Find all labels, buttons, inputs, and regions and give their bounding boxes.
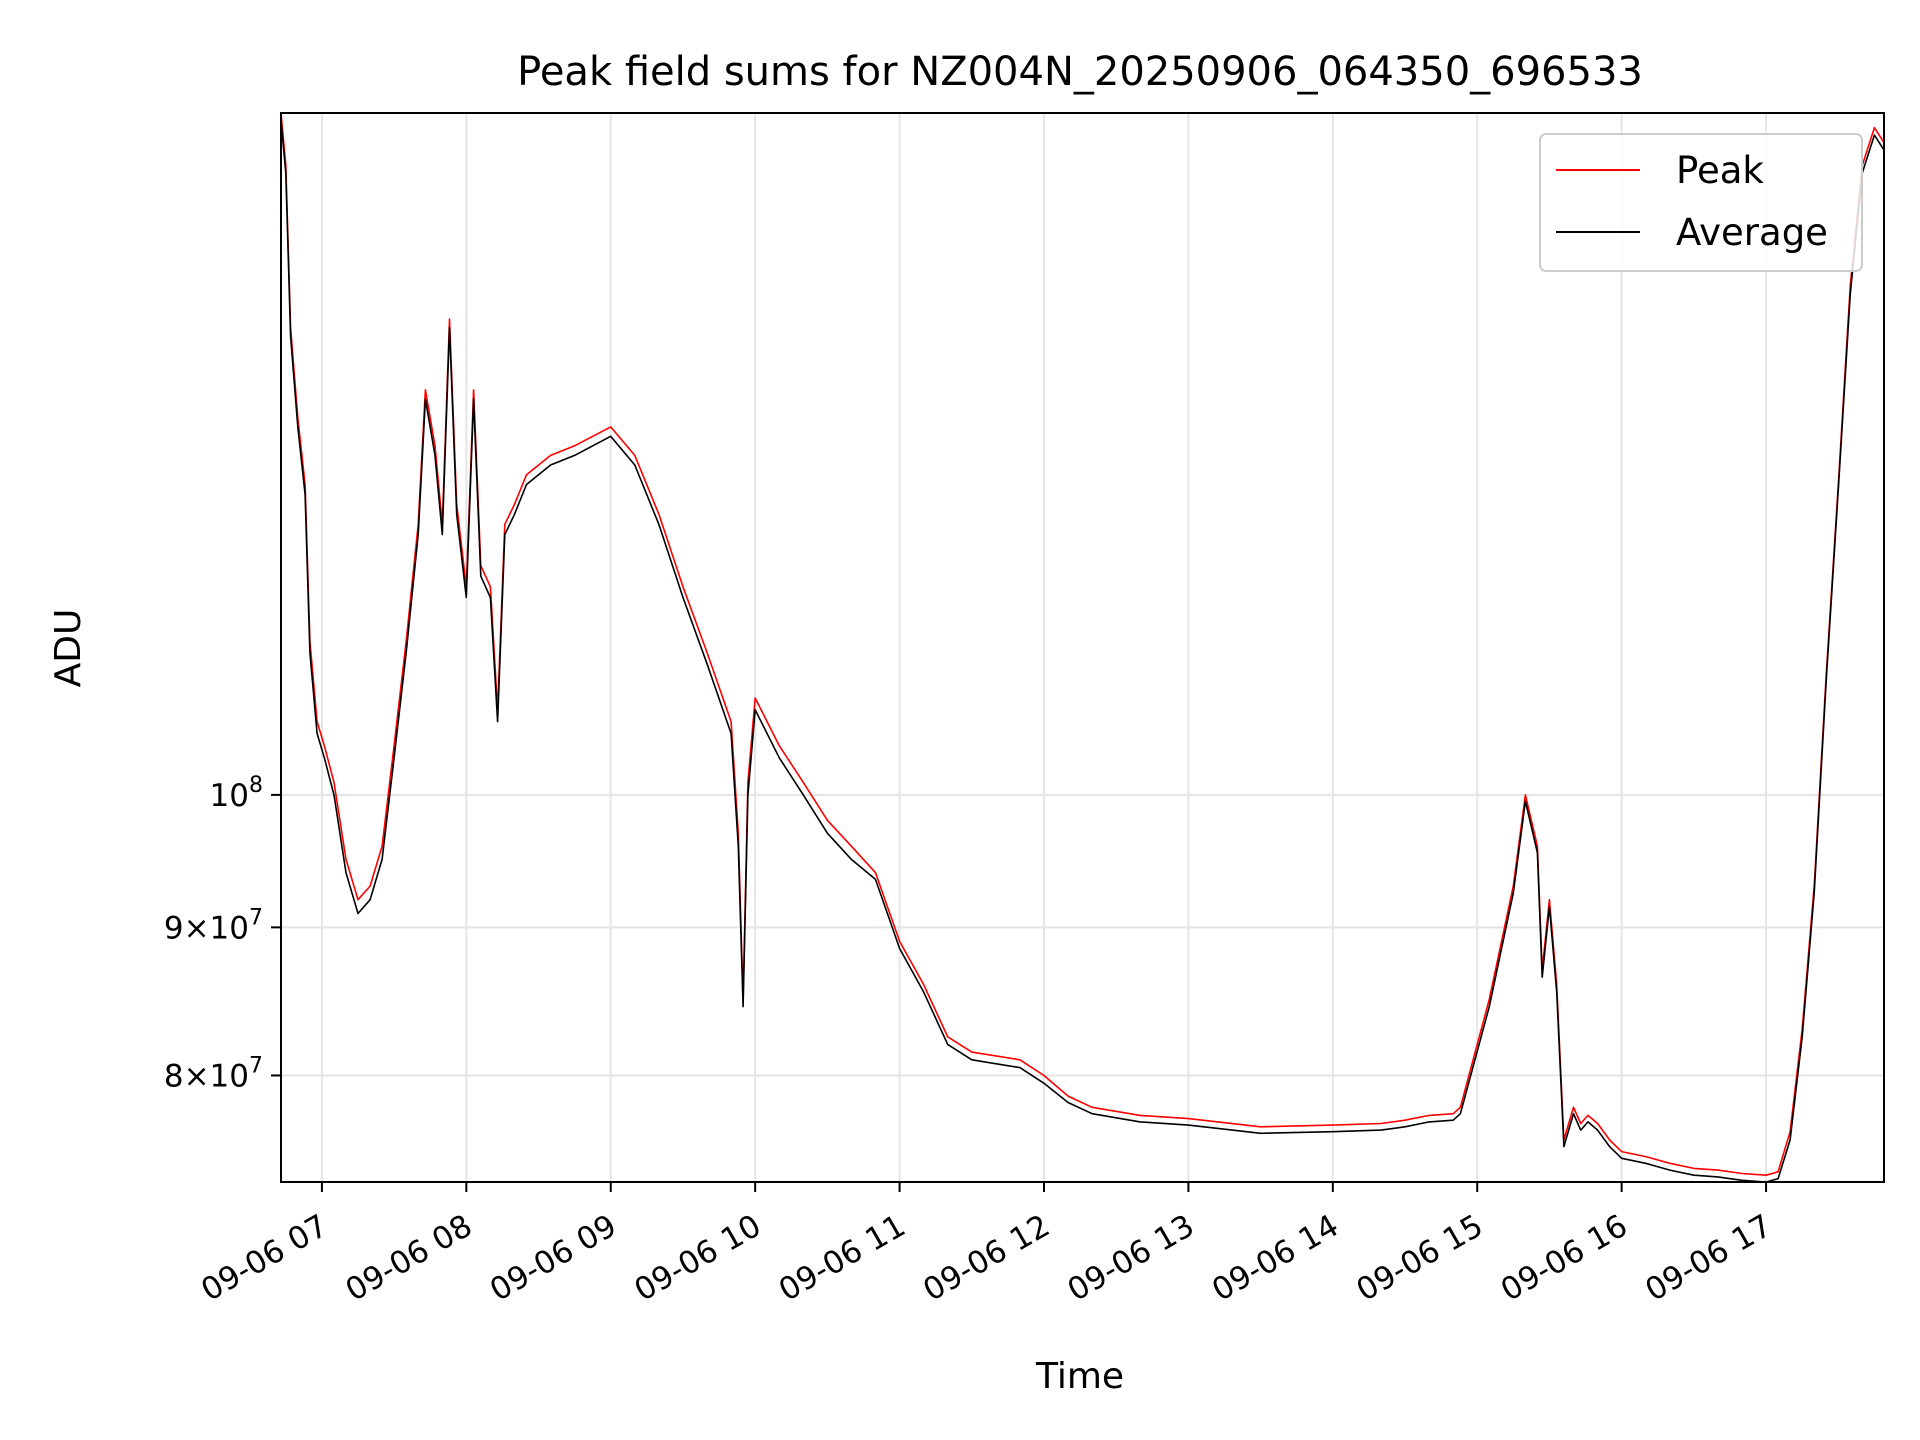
series-line-peak (280, 112, 1885, 1176)
legend-label-peak: Peak (1676, 149, 1764, 192)
x-tick-label: 09-06 07 (195, 1208, 334, 1309)
x-tick-label: 09-06 09 (484, 1208, 623, 1309)
x-tick-label: 09-06 11 (773, 1208, 912, 1309)
plot-lines (280, 112, 1885, 1183)
x-tick-label: 09-06 12 (917, 1208, 1056, 1309)
x-axis-ticks: 09-06 07 09-06 08 09-06 09 09-06 10 09-06 11… (195, 1182, 1778, 1309)
x-tick-label: 09-06 14 (1206, 1208, 1345, 1309)
y-tick-label: 108 (210, 773, 263, 814)
x-tick-label: 09-06 17 (1639, 1208, 1778, 1309)
y-tick-label: 8×107 (164, 1053, 263, 1094)
chart-title: Peak field sums for NZ004N_20250906_0643… (517, 49, 1643, 95)
x-tick-label: 09-06 13 (1062, 1208, 1201, 1309)
plot-frame (280, 112, 1885, 1183)
grid-lines (281, 113, 1884, 1182)
series-line-average (280, 120, 1885, 1183)
x-tick-label: 09-06 16 (1495, 1208, 1634, 1309)
y-axis-ticks: 8×107 9×107 108 (164, 773, 281, 1094)
y-axis-label: ADU (48, 609, 89, 688)
legend-label-average: Average (1676, 211, 1828, 254)
legend-box (1539, 133, 1863, 272)
x-tick-label: 09-06 15 (1351, 1208, 1490, 1309)
x-tick-label: 09-06 08 (340, 1208, 479, 1309)
x-axis-label: Time (1035, 1356, 1124, 1397)
legend: Peak Average (1539, 133, 1863, 272)
x-tick-label: 09-06 10 (628, 1208, 767, 1309)
y-tick-label: 9×107 (164, 905, 263, 946)
